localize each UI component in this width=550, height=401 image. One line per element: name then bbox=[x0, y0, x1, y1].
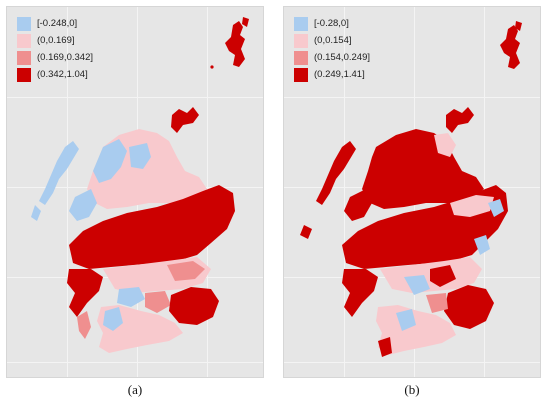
legend-label: (0.154,0.249] bbox=[314, 52, 370, 63]
gridline bbox=[284, 362, 540, 363]
region-shetland-north bbox=[242, 17, 249, 27]
legend-item: (0.154,0.249] bbox=[294, 49, 370, 66]
region-central-highlands bbox=[69, 185, 235, 269]
legend-swatch bbox=[17, 16, 31, 31]
region-ayrshire bbox=[103, 307, 123, 331]
gridline bbox=[7, 97, 263, 98]
region-highland-north bbox=[362, 129, 484, 209]
region-fair-isle bbox=[210, 65, 214, 69]
region-argyll bbox=[67, 269, 103, 317]
region-skye bbox=[344, 189, 372, 221]
region-orkney bbox=[171, 107, 199, 133]
region-fife bbox=[167, 261, 205, 281]
region-western-isles bbox=[316, 141, 356, 205]
gridline bbox=[67, 7, 68, 377]
region-shetland-north bbox=[515, 21, 522, 31]
region-stirling bbox=[430, 265, 456, 287]
region-glasgow bbox=[117, 287, 145, 307]
legend-item: [-0.28,0] bbox=[294, 15, 370, 32]
legend-label: (0.169,0.342] bbox=[37, 52, 93, 63]
region-lothian bbox=[426, 293, 448, 313]
region-highland-northwest bbox=[93, 139, 127, 183]
region-kintyre bbox=[77, 311, 91, 339]
region-sutherland bbox=[129, 143, 151, 169]
legend-swatch bbox=[294, 16, 308, 31]
map-panel-b: [-0.28,0] (0,0.154] (0.154,0.249] (0.249… bbox=[283, 6, 541, 378]
region-borders bbox=[169, 287, 219, 325]
legend-item: [-0.248,0] bbox=[17, 15, 93, 32]
panel-caption-b: (b) bbox=[404, 382, 420, 397]
region-skye bbox=[69, 189, 97, 221]
region-glasgow bbox=[404, 275, 430, 295]
legend-b: [-0.28,0] (0,0.154] (0.154,0.249] (0.249… bbox=[294, 15, 370, 83]
map-panel-a: [-0.248,0] (0,0.169] (0.169,0.342] (0.34… bbox=[6, 6, 264, 378]
region-ayrshire bbox=[396, 309, 416, 331]
scotland-map-a bbox=[31, 17, 249, 353]
region-dumfries-west bbox=[378, 337, 392, 357]
legend-item: (0.169,0.342] bbox=[17, 49, 93, 66]
region-borders bbox=[444, 285, 494, 329]
legend-swatch bbox=[17, 33, 31, 48]
legend-item: (0,0.154] bbox=[294, 32, 370, 49]
region-aberdeen bbox=[488, 199, 504, 217]
legend-label: (0,0.169] bbox=[37, 35, 75, 46]
legend-a: [-0.248,0] (0,0.169] (0.169,0.342] (0.34… bbox=[17, 15, 93, 83]
region-angus bbox=[474, 235, 490, 255]
legend-item: (0.249,1.41] bbox=[294, 66, 370, 83]
region-moray bbox=[450, 195, 494, 217]
legend-item: (0.342,1.04] bbox=[17, 66, 93, 83]
legend-label: [-0.248,0] bbox=[37, 18, 78, 29]
panel-caption-a: (a) bbox=[127, 382, 143, 397]
gridline bbox=[7, 362, 263, 363]
region-argyll bbox=[342, 269, 378, 317]
region-south-west bbox=[376, 305, 456, 355]
legend-swatch bbox=[294, 33, 308, 48]
legend-item: (0,0.169] bbox=[17, 32, 93, 49]
region-shetland bbox=[500, 25, 520, 69]
region-caithness bbox=[434, 133, 456, 157]
region-orkney bbox=[446, 107, 474, 133]
legend-swatch bbox=[294, 50, 308, 65]
legend-swatch bbox=[17, 67, 31, 82]
scotland-map-b bbox=[300, 21, 522, 357]
legend-swatch bbox=[17, 50, 31, 65]
region-lanark bbox=[145, 291, 171, 313]
legend-label: (0.249,1.41] bbox=[314, 69, 365, 80]
legend-label: (0,0.154] bbox=[314, 35, 352, 46]
legend-swatch bbox=[294, 67, 308, 82]
region-western-isles bbox=[39, 141, 79, 205]
gridline bbox=[344, 7, 345, 377]
region-shetland bbox=[225, 21, 245, 67]
legend-label: [-0.28,0] bbox=[314, 18, 349, 29]
legend-label: (0.342,1.04] bbox=[37, 69, 88, 80]
region-western-isles-south bbox=[300, 225, 312, 239]
gridline bbox=[284, 97, 540, 98]
region-western-isles-south bbox=[31, 205, 41, 221]
